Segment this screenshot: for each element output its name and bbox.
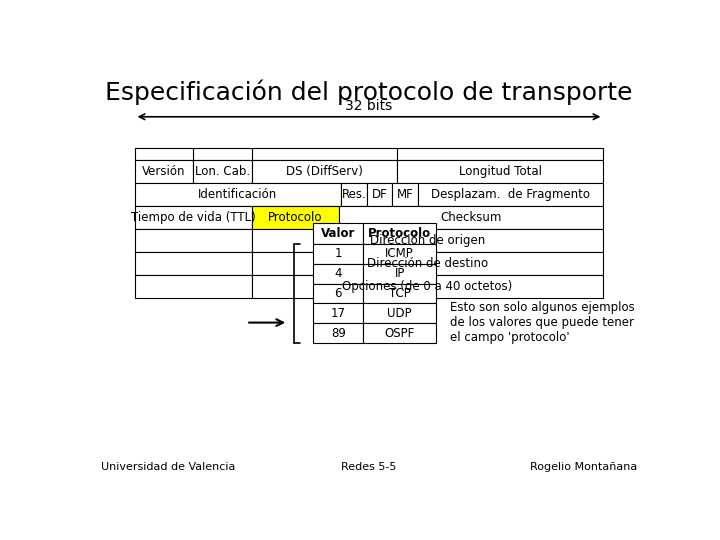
Text: ICMP: ICMP xyxy=(385,247,414,260)
Text: 32 bits: 32 bits xyxy=(346,99,392,113)
Bar xyxy=(364,323,436,343)
Bar xyxy=(338,206,603,229)
Bar xyxy=(364,264,436,284)
Bar xyxy=(313,223,364,244)
Text: Desplazam.  de Fragmento: Desplazam. de Fragmento xyxy=(431,188,590,201)
Bar xyxy=(418,183,603,206)
Bar xyxy=(341,183,366,206)
Bar xyxy=(366,183,392,206)
Bar xyxy=(135,275,252,298)
Bar xyxy=(313,284,364,303)
Bar xyxy=(364,284,436,303)
Bar xyxy=(397,160,603,183)
Bar xyxy=(252,229,603,252)
Text: Dirección de destino: Dirección de destino xyxy=(367,257,488,270)
Bar xyxy=(313,303,364,323)
Bar xyxy=(313,323,364,343)
Text: UDP: UDP xyxy=(387,307,412,320)
Text: Checksum: Checksum xyxy=(440,211,502,224)
Bar xyxy=(252,275,603,298)
Bar xyxy=(135,229,252,252)
Text: 4: 4 xyxy=(335,267,342,280)
Bar xyxy=(364,244,436,264)
Bar xyxy=(135,148,603,160)
Text: Longitud Total: Longitud Total xyxy=(459,165,541,178)
Bar xyxy=(364,303,436,323)
Text: Tiempo de vida (TTL): Tiempo de vida (TTL) xyxy=(131,211,256,224)
Bar xyxy=(252,206,338,229)
Text: MF: MF xyxy=(397,188,414,201)
Text: Redes 5-5: Redes 5-5 xyxy=(341,462,397,472)
Bar xyxy=(313,264,364,284)
Bar xyxy=(135,160,193,183)
Text: Rogelio Montañana: Rogelio Montañana xyxy=(530,462,637,472)
Text: DF: DF xyxy=(372,188,387,201)
Bar xyxy=(364,223,436,244)
Text: Protocolo: Protocolo xyxy=(368,227,431,240)
Text: Especificación del protocolo de transporte: Especificación del protocolo de transpor… xyxy=(105,79,633,105)
Text: Valor: Valor xyxy=(321,227,356,240)
Bar xyxy=(193,160,252,183)
Text: Versión: Versión xyxy=(142,165,186,178)
Text: Lon. Cab.: Lon. Cab. xyxy=(195,165,250,178)
Text: Identificación: Identificación xyxy=(198,188,277,201)
Text: TCP: TCP xyxy=(389,287,410,300)
Text: Dirección de origen: Dirección de origen xyxy=(370,234,485,247)
Bar xyxy=(135,206,252,229)
Text: 1: 1 xyxy=(335,247,342,260)
Text: Esto son solo algunos ejemplos
de los valores que puede tener
el campo 'protocol: Esto son solo algunos ejemplos de los va… xyxy=(450,301,634,344)
Text: DS (DiffServ): DS (DiffServ) xyxy=(286,165,363,178)
Text: Universidad de Valencia: Universidad de Valencia xyxy=(101,462,235,472)
Text: Opciones (de 0 a 40 octetos): Opciones (de 0 a 40 octetos) xyxy=(343,280,513,293)
Text: OSPF: OSPF xyxy=(384,327,415,340)
Text: IP: IP xyxy=(395,267,405,280)
Text: 17: 17 xyxy=(330,307,346,320)
Bar xyxy=(313,244,364,264)
Bar xyxy=(392,183,418,206)
Text: Res.: Res. xyxy=(341,188,366,201)
Text: Protocolo: Protocolo xyxy=(268,211,323,224)
Text: 89: 89 xyxy=(331,327,346,340)
Text: 6: 6 xyxy=(335,287,342,300)
Bar xyxy=(135,183,341,206)
Bar xyxy=(252,252,603,275)
Bar xyxy=(252,160,397,183)
Bar xyxy=(135,252,252,275)
